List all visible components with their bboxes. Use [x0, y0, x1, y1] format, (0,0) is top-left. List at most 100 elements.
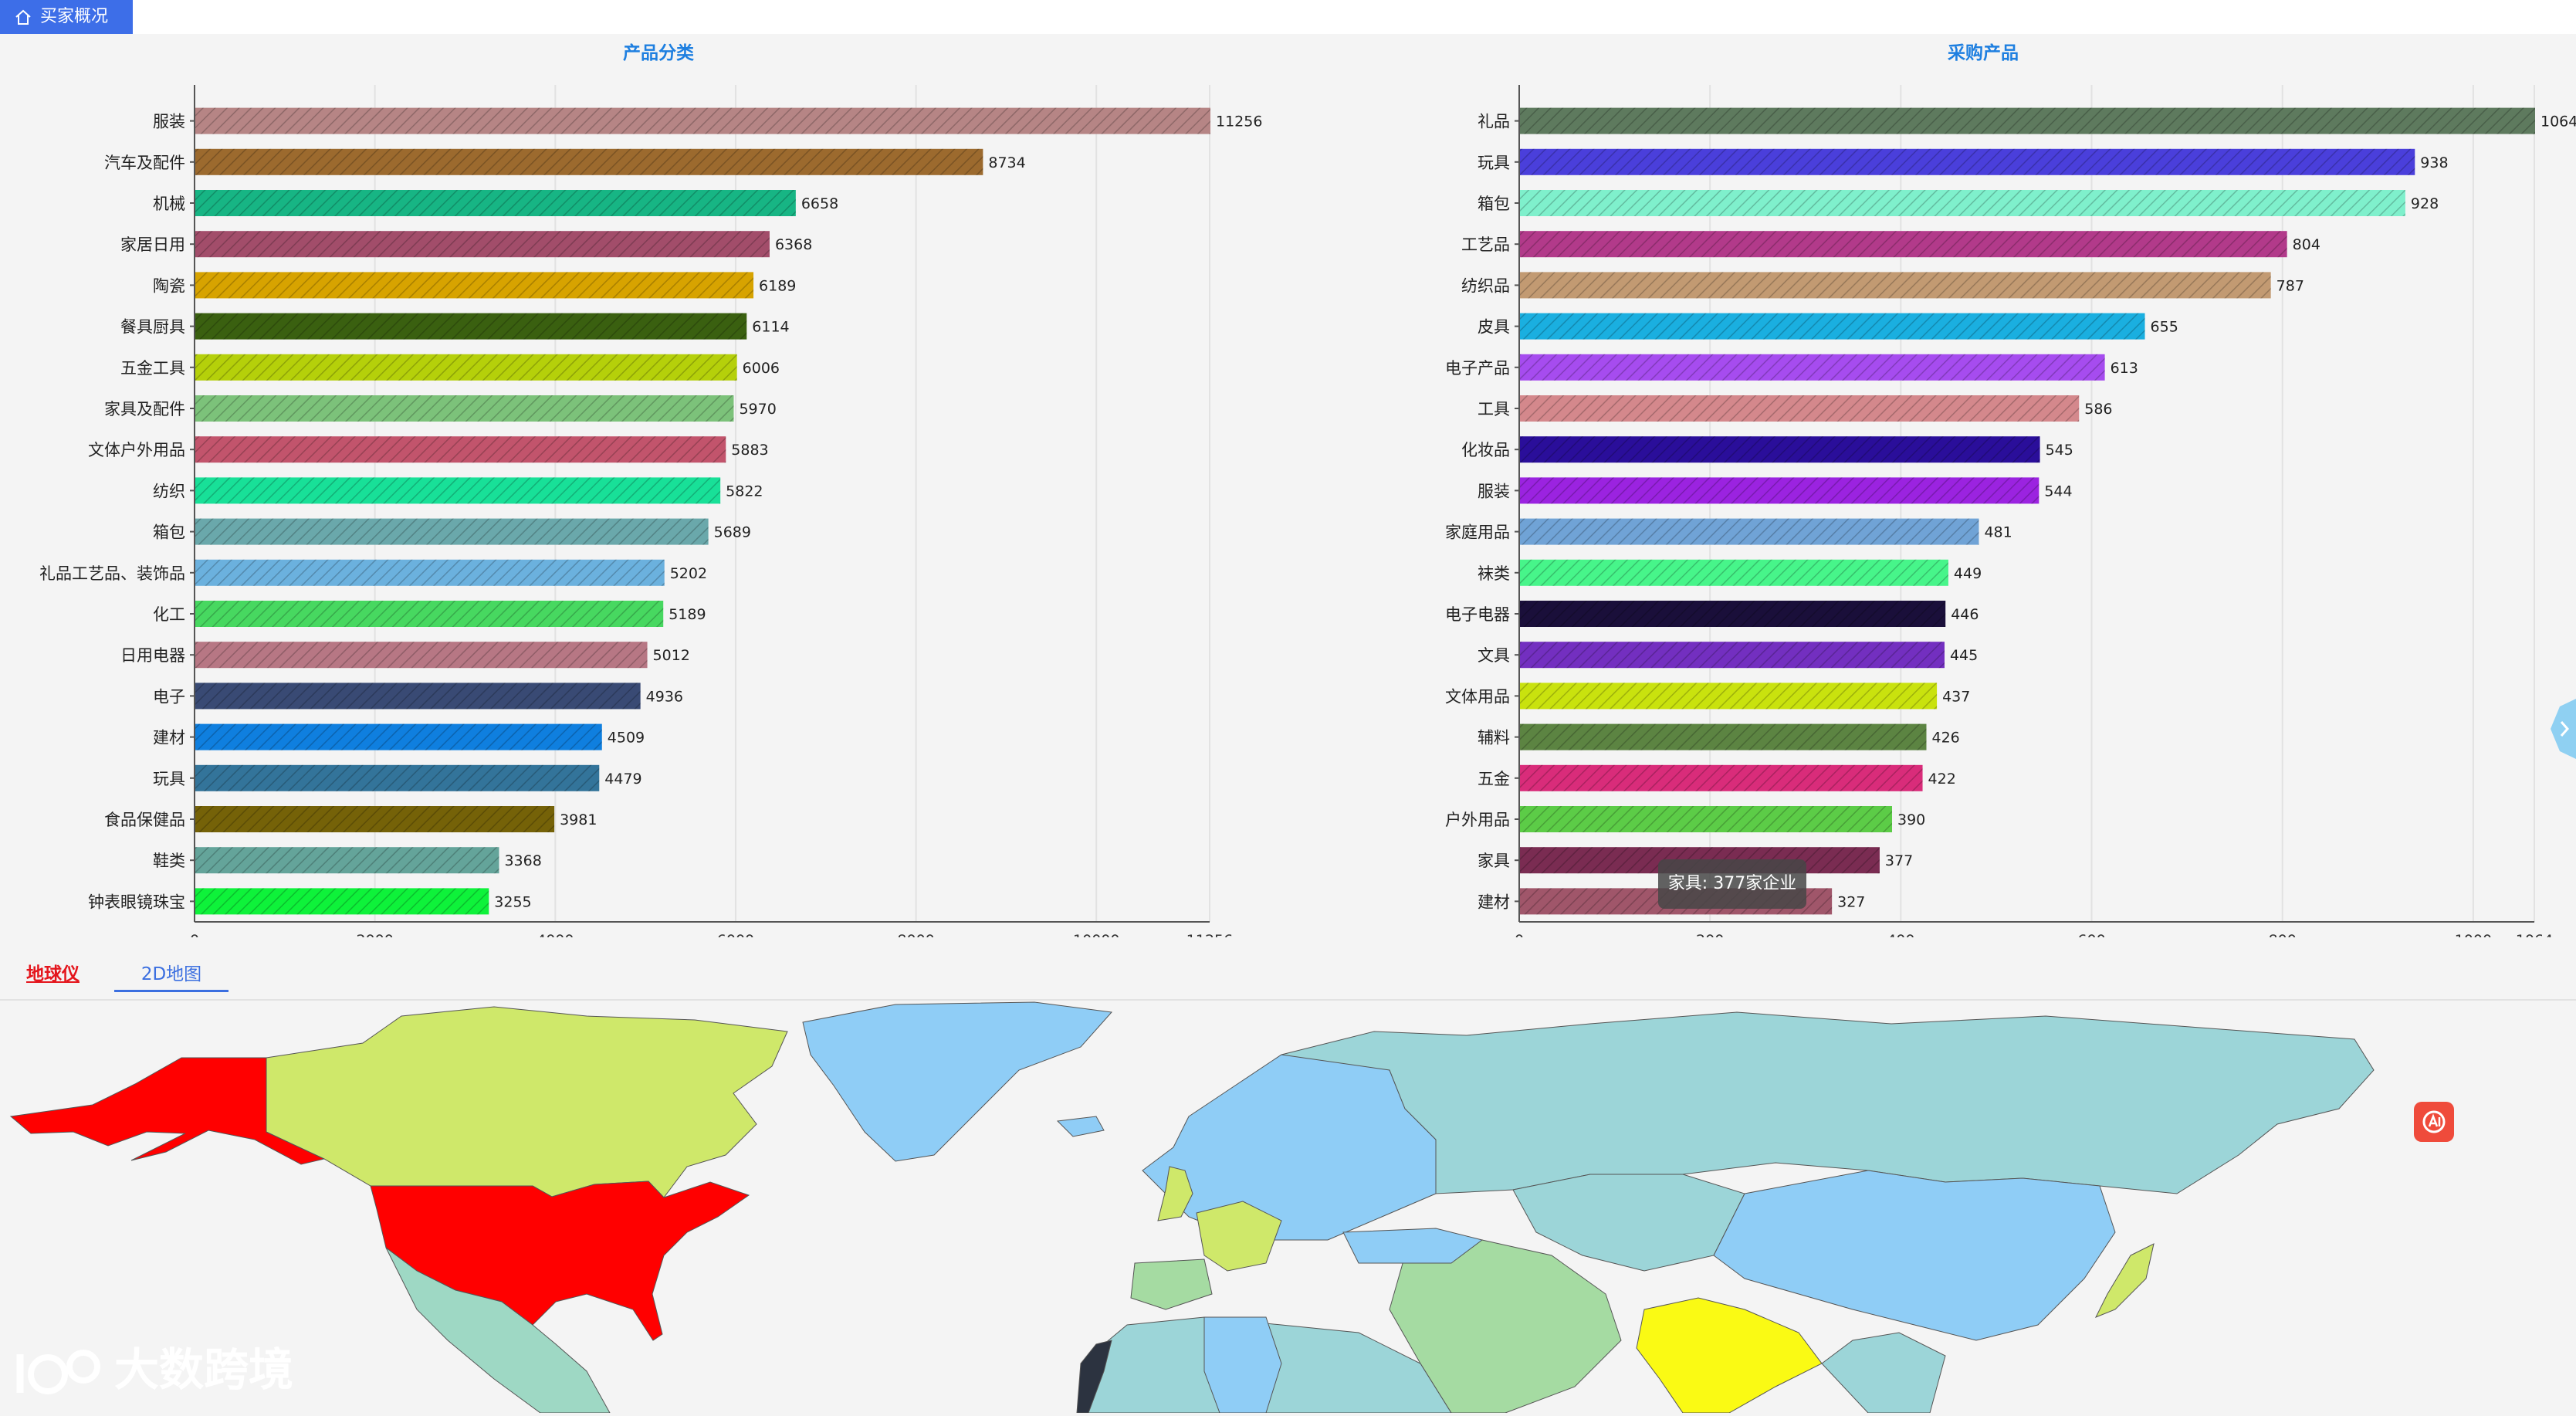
- world-map[interactable]: [0, 1001, 2576, 1413]
- category-label: 皮具: [1478, 318, 1510, 337]
- category-label: 日用电器: [120, 646, 185, 665]
- bar-hatch: [195, 395, 734, 422]
- x-tick-label: 10000: [1073, 932, 1119, 937]
- map-region-china[interactable]: [1713, 1170, 2116, 1341]
- value-label: 787: [2276, 277, 2304, 294]
- x-tick-label: 200: [1696, 932, 1724, 937]
- bar-hatch: [1520, 764, 1923, 791]
- map-region-iberia[interactable]: [1130, 1258, 1213, 1310]
- value-label: 5883: [731, 442, 768, 459]
- left-plot-area: 0 2000 4000 6000 8000 10000 11256 服装 11256 汽车及配件 8…: [39, 85, 1262, 937]
- category-label: 箱包: [153, 523, 185, 542]
- map-region-india[interactable]: [1636, 1297, 1823, 1413]
- value-label: 445: [1950, 647, 1978, 664]
- x-tick-label: 400: [1887, 932, 1914, 937]
- category-label: 箱包: [1478, 195, 1510, 213]
- category-label: 户外用品: [1445, 811, 1510, 829]
- value-label: 5012: [653, 647, 690, 664]
- map-region-uk[interactable]: [1157, 1166, 1193, 1221]
- ai-assistant-button[interactable]: [2414, 1102, 2454, 1142]
- bar-hatch: [1520, 107, 2535, 134]
- category-label: 家具及配件: [104, 400, 185, 418]
- value-label: 804: [2293, 236, 2320, 253]
- value-label: 4936: [646, 688, 683, 705]
- map-region-turkey[interactable]: [1342, 1228, 1484, 1264]
- map-region-mexico[interactable]: [385, 1247, 611, 1413]
- value-label: 544: [2044, 483, 2072, 500]
- bar-hatch: [1520, 723, 1927, 750]
- x-tick-label: 11256: [1186, 932, 1233, 937]
- map-region-iceland[interactable]: [1056, 1116, 1105, 1137]
- bar-hatch: [195, 723, 602, 750]
- category-label: 电子产品: [1445, 359, 1510, 378]
- value-label: 426: [1931, 730, 1959, 747]
- bar-hatch: [195, 559, 665, 586]
- value-label: 5202: [670, 565, 707, 582]
- value-label: 5189: [669, 606, 706, 623]
- tab-2d-map[interactable]: 2D地图: [114, 959, 228, 992]
- bar-hatch: [195, 601, 664, 627]
- tab-globe[interactable]: 地球仪: [26, 964, 80, 984]
- map-region-middle-east[interactable]: [1389, 1239, 1622, 1413]
- map-region-japan[interactable]: [2094, 1243, 2155, 1318]
- x-tick-label: 8000: [897, 932, 934, 937]
- bar-hatch: [195, 806, 555, 832]
- value-label: 6658: [801, 195, 838, 212]
- category-label: 文体户外用品: [88, 441, 185, 459]
- category-label: 陶瓷: [153, 276, 185, 295]
- map-region-southeast-asia[interactable]: [1821, 1332, 1946, 1413]
- bar-hatch: [195, 148, 983, 175]
- bar-hatch: [1520, 313, 2145, 340]
- ai-assistant-icon: [2422, 1110, 2446, 1133]
- bar-hatch: [1520, 436, 2040, 463]
- x-tick-label: 4000: [537, 932, 574, 937]
- bar-hatch: [195, 477, 721, 504]
- value-label: 4509: [608, 730, 645, 747]
- map-region-western-sahara[interactable]: [1076, 1340, 1112, 1413]
- bar-hatch: [1520, 477, 2039, 504]
- map-region-western-europe[interactable]: [1196, 1201, 1282, 1272]
- map-region-russia[interactable]: [1281, 1011, 2375, 1194]
- x-tick-label: 800: [2269, 932, 2297, 937]
- home-tab-label: 买家概况: [40, 7, 109, 26]
- watermark-logo: 大数跨境: [14, 1339, 338, 1401]
- bar-hatch: [1520, 395, 2080, 422]
- category-label: 电子电器: [1445, 605, 1510, 624]
- map-tabs: 地球仪 2D地图: [0, 948, 2576, 999]
- value-label: 8734: [988, 154, 1025, 171]
- value-label: 613: [2111, 360, 2138, 377]
- value-label: 6006: [743, 360, 780, 377]
- bar-hatch: [1520, 231, 2287, 258]
- value-label: 938: [2420, 154, 2448, 171]
- bar-hatch: [195, 436, 726, 463]
- chevron-right-icon[interactable]: [2551, 699, 2576, 759]
- category-label: 服装: [153, 113, 185, 131]
- value-label: 3368: [504, 852, 541, 869]
- category-label: 电子: [153, 687, 185, 706]
- bar-hatch: [195, 231, 770, 258]
- map-region-greenland[interactable]: [802, 1001, 1113, 1162]
- bar-hatch: [1520, 683, 1938, 710]
- home-tab[interactable]: 买家概况: [0, 0, 133, 34]
- map-region-alaska[interactable]: [9, 1057, 326, 1165]
- x-tick-label: 0: [190, 932, 199, 937]
- category-label: 文体用品: [1445, 687, 1510, 706]
- value-label: 3981: [560, 811, 597, 828]
- category-label: 工具: [1478, 400, 1510, 418]
- value-label: 6114: [752, 319, 789, 336]
- category-label: 食品保健品: [104, 811, 185, 829]
- bar-hatch: [195, 518, 709, 545]
- value-label: 6189: [759, 277, 796, 294]
- bar-hatch: [1520, 148, 2415, 175]
- value-label: 545: [2046, 442, 2073, 459]
- watermark-text: 大数跨境: [114, 1343, 294, 1396]
- value-label: 446: [1951, 606, 1979, 623]
- value-label: 3255: [494, 893, 531, 910]
- value-label: 655: [2151, 319, 2178, 336]
- map-region-algeria[interactable]: [1203, 1316, 1282, 1413]
- value-label: 11256: [1216, 113, 1262, 130]
- category-label: 文具: [1478, 646, 1510, 665]
- value-label: 327: [1837, 893, 1865, 910]
- value-label: 5822: [726, 483, 763, 500]
- bar-hatch: [1520, 354, 2105, 381]
